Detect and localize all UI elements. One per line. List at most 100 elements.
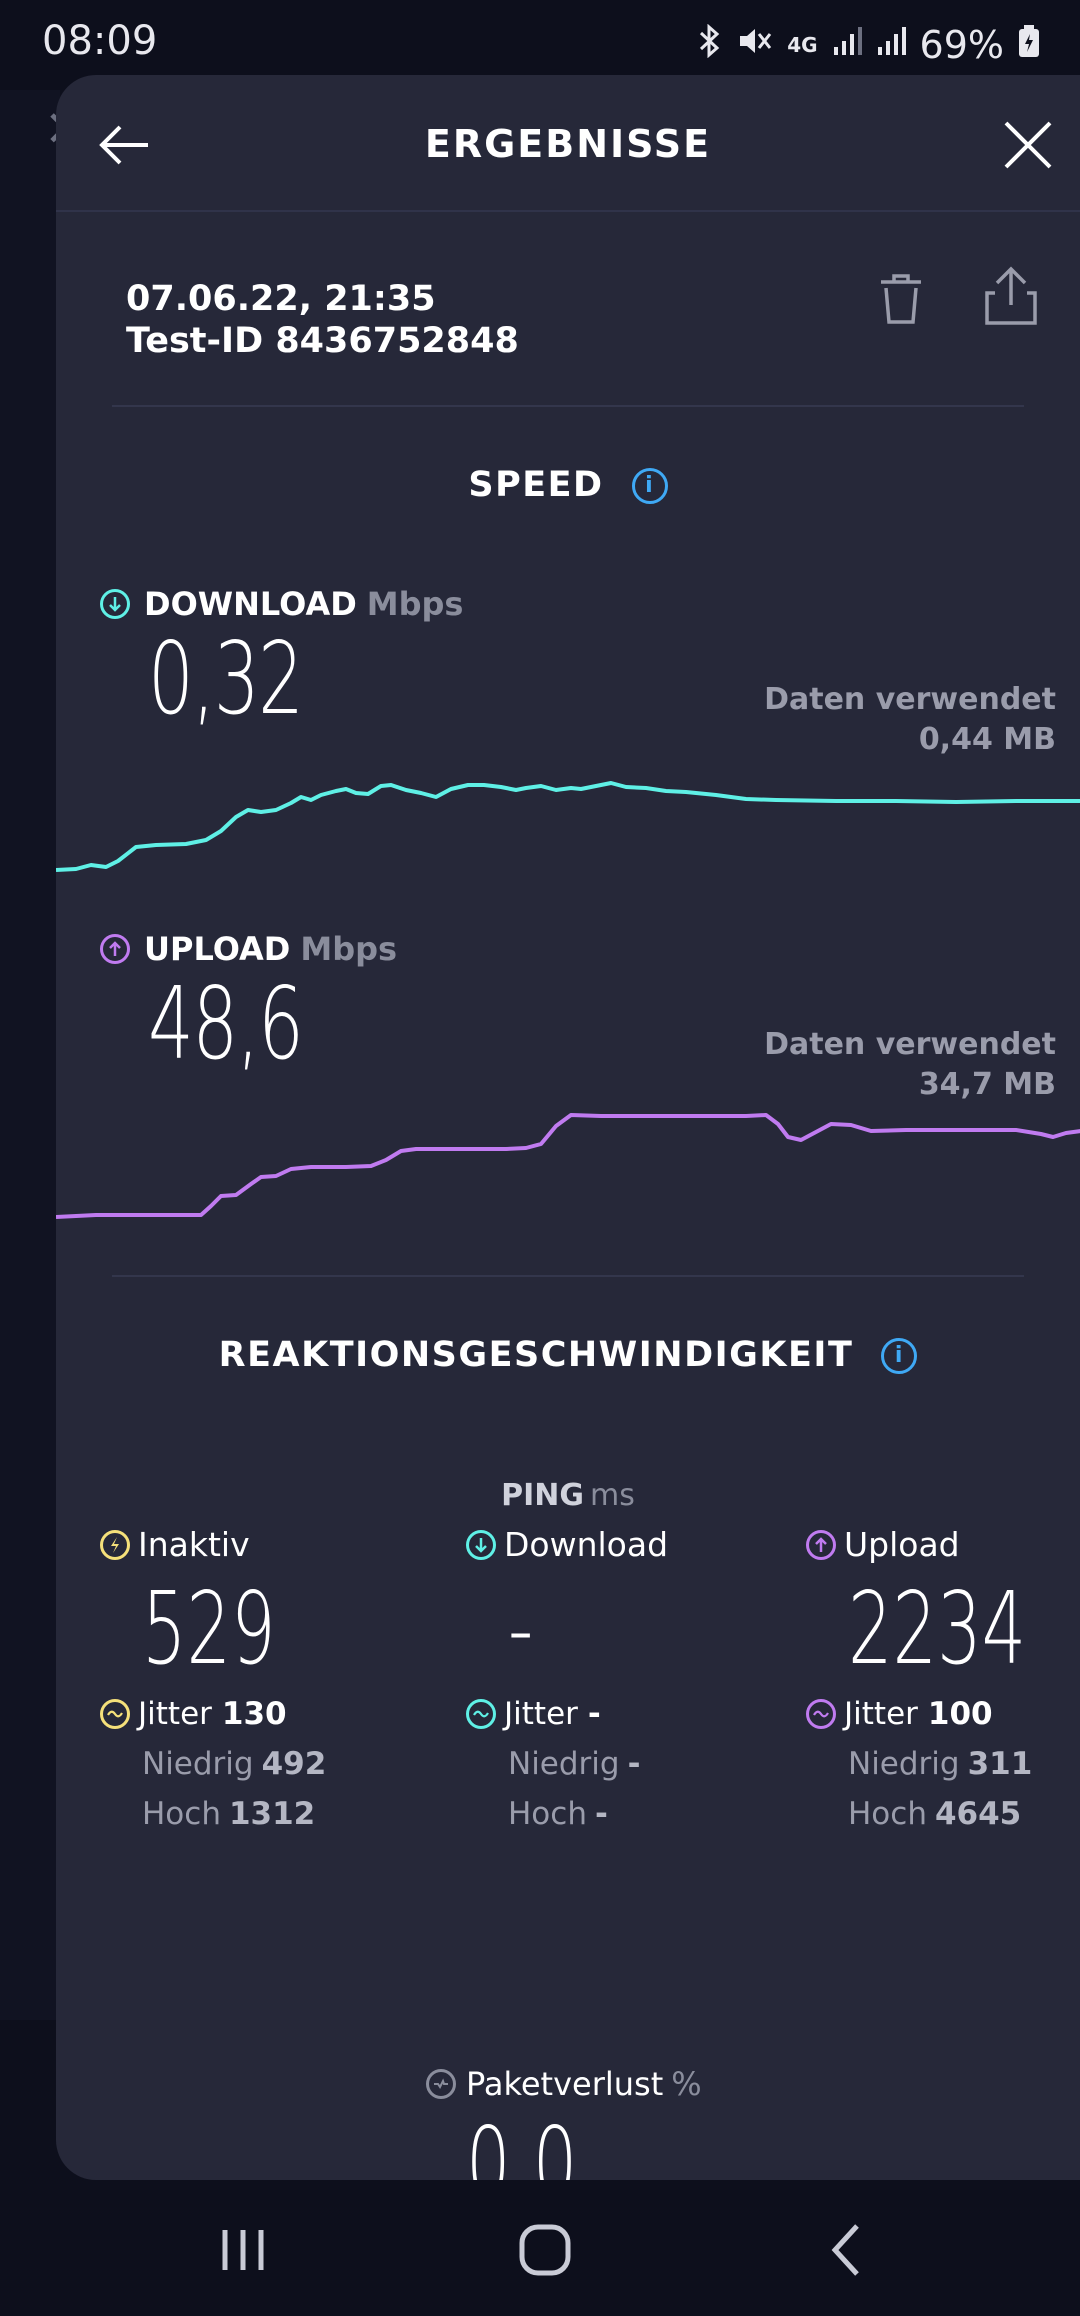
arrow-left-icon	[99, 125, 148, 165]
high-label: Hoch	[508, 1796, 587, 1832]
packet-loss-label: Paketverlust	[466, 2065, 664, 2103]
download-data-used-label: Daten verwendet	[764, 682, 1056, 717]
status-bar: 08:09 4G 69%	[0, 0, 1080, 90]
test-meta: 07.06.22, 21:35 Test-ID 8436752848	[126, 278, 519, 362]
home-icon	[519, 2224, 571, 2276]
delete-button[interactable]	[871, 270, 931, 330]
download-arrow-icon	[100, 589, 130, 619]
jitter-value: -	[587, 1696, 601, 1732]
ping-upload-label: Upload	[844, 1525, 960, 1564]
packet-loss-row: Paketverlust %	[426, 2065, 702, 2103]
upload-data-used-label: Daten verwendet	[764, 1027, 1056, 1062]
bluetooth-icon	[697, 23, 723, 66]
ping-upload-high: Hoch 4645	[848, 1796, 1080, 1832]
network-type-icon: 4G	[787, 33, 818, 57]
high-label: Hoch	[142, 1796, 221, 1832]
low-value: 492	[261, 1746, 327, 1782]
trash-icon	[881, 274, 921, 324]
upload-unit: Mbps	[300, 930, 398, 968]
ping-idle-high: Hoch 1312	[142, 1796, 333, 1832]
idle-bolt-icon	[100, 1529, 130, 1560]
ping-unit: ms	[590, 1478, 635, 1513]
jitter-wave-icon	[466, 1699, 496, 1729]
jitter-label: Jitter	[504, 1696, 578, 1732]
reaction-section-title: REAKTIONSGESCHWINDIGKEIT i	[56, 1335, 1080, 1375]
recent-apps-button[interactable]	[203, 2210, 283, 2290]
ping-upload-head: Upload	[806, 1525, 1080, 1564]
upload-data-used: Daten verwendet 34,7 MB	[764, 1025, 1056, 1105]
signal-icon	[832, 25, 862, 65]
ping-download-jitter: Jitter -	[466, 1696, 668, 1732]
low-label: Niedrig	[508, 1746, 620, 1782]
back-nav-button[interactable]	[807, 2210, 887, 2290]
upload-data-used-value: 34,7 MB	[918, 1067, 1056, 1102]
jitter-wave-icon	[100, 1699, 130, 1729]
download-label: DOWNLOAD	[144, 585, 357, 623]
packet-loss-unit: %	[671, 2065, 702, 2103]
upload-arrow-icon	[100, 934, 130, 964]
background-app	[0, 90, 60, 2020]
ping-idle-head: Inaktiv	[100, 1525, 333, 1564]
upload-arrow-icon	[806, 1529, 836, 1560]
low-label: Niedrig	[142, 1746, 254, 1782]
speed-info-icon[interactable]: i	[631, 468, 668, 504]
ping-idle-label: Inaktiv	[138, 1525, 250, 1564]
signal-icon-2	[876, 25, 906, 65]
download-unit: Mbps	[366, 585, 464, 623]
recent-apps-icon	[222, 2230, 264, 2270]
jitter-label: Jitter	[138, 1696, 212, 1732]
ping-idle-column: Inaktiv 529 Jitter 130 Niedrig 492 Hoch 131…	[100, 1525, 333, 1832]
packet-loss-icon	[426, 2069, 456, 2099]
divider	[112, 1275, 1024, 1277]
ping-upload-low: Niedrig 311	[848, 1746, 1080, 1782]
jitter-wave-icon	[806, 1699, 836, 1729]
ping-upload-column: Upload 2234 Jitter 100 Niedrig 311 Hoch 464…	[806, 1525, 1080, 1832]
ping-upload-jitter: Jitter 100	[806, 1696, 1080, 1732]
reaction-info-icon[interactable]: i	[881, 1338, 918, 1374]
download-label-row: DOWNLOAD Mbps	[100, 585, 463, 623]
chevron-left-icon	[831, 2224, 859, 2276]
ping-download-label: Download	[504, 1525, 669, 1564]
speed-title: SPEED	[468, 465, 604, 505]
high-value: 1312	[228, 1796, 316, 1832]
share-button[interactable]	[981, 265, 1041, 330]
download-value: 0,32	[148, 620, 304, 737]
download-data-used: Daten verwendet 0,44 MB	[764, 680, 1056, 760]
share-icon	[985, 266, 1037, 325]
download-data-used-value: 0,44 MB	[918, 722, 1056, 757]
battery-icon	[1018, 24, 1040, 66]
battery-percent: 69%	[919, 23, 1004, 67]
back-button[interactable]	[94, 115, 154, 175]
high-value: -	[594, 1796, 608, 1832]
high-label: Hoch	[848, 1796, 927, 1832]
ping-download-high: Hoch -	[508, 1796, 668, 1832]
ping-idle-jitter: Jitter 130	[100, 1696, 333, 1732]
download-arrow-icon	[466, 1529, 496, 1560]
home-button[interactable]	[505, 2210, 585, 2290]
status-time: 08:09	[42, 18, 158, 64]
ping-download-value: -	[508, 1570, 534, 1687]
upload-graph	[56, 1113, 1080, 1219]
test-id: Test-ID 8436752848	[126, 321, 519, 361]
sheet-header: ERGEBNISSE	[56, 75, 1080, 212]
ping-idle-low: Niedrig 492	[142, 1746, 333, 1782]
mute-icon	[737, 24, 773, 66]
upload-label: UPLOAD	[144, 930, 291, 968]
high-value: 4645	[934, 1796, 1022, 1832]
reaction-title: REAKTIONSGESCHWINDIGKEIT	[218, 1335, 854, 1375]
speed-section-title: SPEED i	[56, 465, 1080, 505]
ping-download-head: Download	[466, 1525, 668, 1564]
divider	[112, 405, 1024, 407]
ping-upload-value: 2234	[848, 1570, 1027, 1687]
close-button[interactable]	[998, 115, 1058, 175]
page-title: ERGEBNISSE	[424, 122, 712, 166]
packet-loss-value: 0,0	[466, 2105, 578, 2180]
results-sheet: ERGEBNISSE 07.06.22, 21:35 Test-ID 84367…	[56, 75, 1080, 2180]
ping-download-column: Download - Jitter - Niedrig - Hoch -	[466, 1525, 668, 1832]
jitter-value: 100	[927, 1696, 993, 1732]
low-value: -	[627, 1746, 641, 1782]
jitter-value: 130	[221, 1696, 287, 1732]
jitter-label: Jitter	[844, 1696, 918, 1732]
close-icon	[1004, 121, 1052, 169]
ping-idle-value: 529	[142, 1570, 276, 1687]
